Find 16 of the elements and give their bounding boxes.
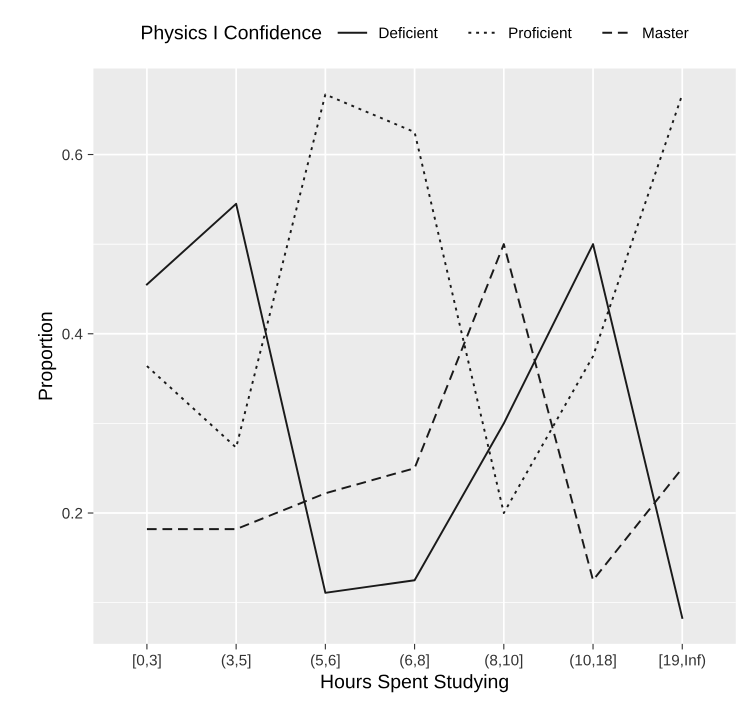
y-axis-title: Proportion: [38, 312, 56, 400]
x-tick-label: [0,3]: [133, 654, 161, 669]
x-tick-label: (10,18]: [570, 654, 616, 669]
x-tick-label: (8,10]: [485, 654, 522, 669]
legend-label: Master: [643, 28, 688, 38]
legend-label: Proficient: [509, 27, 572, 38]
x-tick-label: (3,5]: [222, 654, 250, 669]
y-tick-label: 0.2: [62, 508, 82, 519]
legend-title: Physics I Confidence: [142, 25, 322, 44]
legend-label: Deficient: [380, 27, 438, 38]
x-axis-title: Hours Spent Studying: [322, 674, 508, 692]
x-tick-label: (5,6]: [311, 654, 340, 669]
y-tick-label: 0.6: [62, 149, 82, 160]
x-tick-label: [19,Inf): [660, 654, 706, 669]
x-tick-label: (6,8]: [400, 654, 429, 669]
y-tick-label: 0.4: [62, 328, 83, 340]
